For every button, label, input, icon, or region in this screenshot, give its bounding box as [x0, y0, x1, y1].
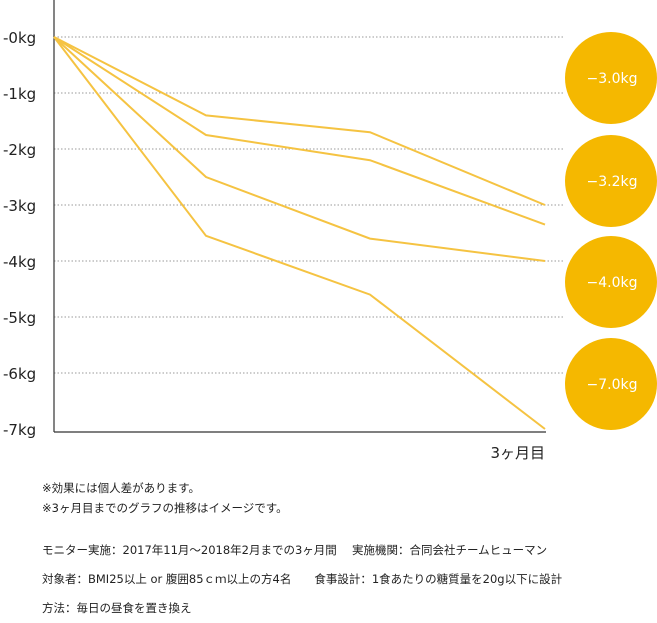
result-badge [565, 338, 657, 430]
result-badge-label: −3.0kg [587, 71, 638, 87]
series-line-1 [53, 36, 546, 206]
note-image-only: ※3ヶ月目までのグラフの推移はイメージです。 [42, 501, 288, 515]
series-line-3 [53, 36, 546, 262]
y-tick-label: -3kg [3, 197, 36, 215]
result-badge-label: −7.0kg [587, 377, 638, 393]
y-tick-label: -7kg [3, 421, 36, 439]
result-badge [565, 236, 657, 328]
y-tick-label: -0kg [3, 29, 36, 47]
y-tick-label: -4kg [3, 253, 36, 271]
notes: ※効果には個人差があります。 ※3ヶ月目までのグラフの推移はイメージです。 [42, 478, 288, 518]
series-line-4 [53, 36, 546, 430]
y-tick-label: -5kg [3, 309, 36, 327]
result-badge [565, 135, 657, 227]
result-badge-label: −4.0kg [587, 275, 638, 291]
weight-loss-chart: -0kg -1kg -2kg -3kg -4kg -5kg -6kg -7kg 3ヶ月目 −3.0… [3, 0, 657, 462]
monitor-info: モニター実施：2017年11月～2018年2月までの3ヶ月間 実施機関：合同会社… [42, 536, 562, 623]
y-tick-label: -2kg [3, 141, 36, 159]
result-badge-label: −3.2kg [587, 174, 638, 190]
monitor-method: 方法：毎日の昼食を置き換え [42, 601, 192, 615]
monitor-subjects: 対象者：BMI25以上 or 腹囲85ｃｍ以上の方4名 食事設計：1食あたりの糖… [42, 572, 563, 586]
note-individual-difference: ※効果には個人差があります。 [42, 481, 200, 495]
series-line-2 [53, 36, 546, 226]
y-tick-label: -1kg [3, 85, 36, 103]
result-badge [565, 32, 657, 124]
y-tick-label: -6kg [3, 365, 36, 383]
monitor-period: モニター実施：2017年11月～2018年2月までの3ヶ月間 実施機関：合同会社… [42, 543, 548, 557]
x-tick-label: 3ヶ月目 [490, 444, 545, 462]
